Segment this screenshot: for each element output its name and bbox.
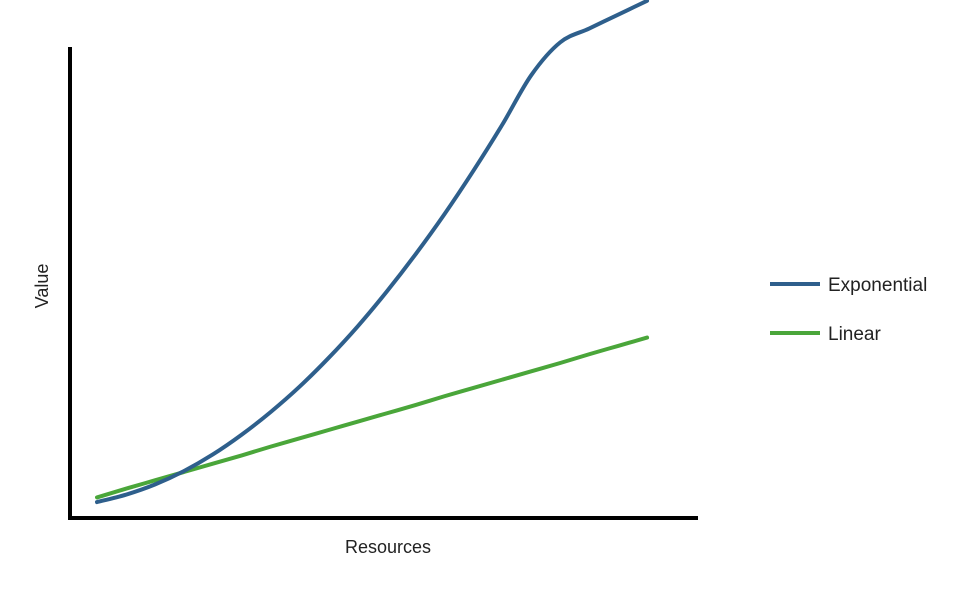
y-axis-label: Value (32, 264, 52, 309)
legend: Exponential Linear (770, 275, 927, 345)
x-axis-label: Resources (345, 537, 431, 557)
legend-item-linear: Linear (770, 324, 881, 345)
legend-item-exponential: Exponential (770, 275, 927, 296)
plot-area (95, 0, 650, 505)
legend-label-exponential: Exponential (828, 275, 927, 296)
legend-label-linear: Linear (828, 324, 881, 345)
series-line-exponential (95, 0, 650, 505)
